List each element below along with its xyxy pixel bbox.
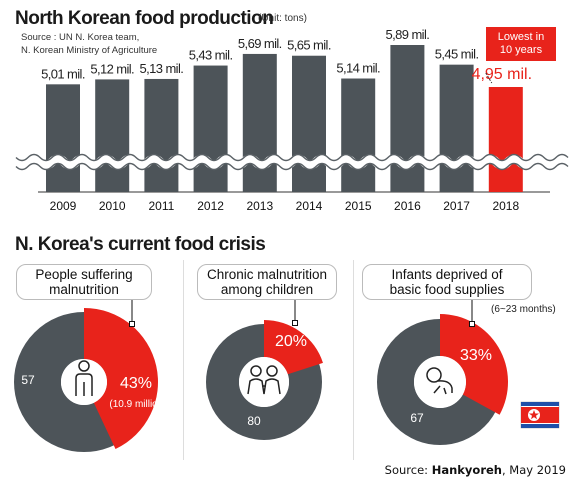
- panel-title-line-2: basic food supplies: [389, 282, 505, 297]
- value-label-2012: 5,43 mil.: [189, 48, 233, 63]
- axis-break-line-upper: [15, 153, 569, 162]
- x-tick-2010: 2010: [99, 199, 126, 213]
- bar-2014: [292, 55, 326, 192]
- chart-title: North Korean food production: [15, 8, 274, 29]
- badge-line-2: 10 years: [499, 44, 543, 56]
- donut-center: [414, 356, 466, 408]
- value-label-2014: 5,65 mil.: [287, 38, 331, 53]
- section-title: N. Korea's current food crisis: [15, 234, 266, 255]
- panel-infants: 33% 67 (6~23 months) Infants deprived of b…: [353, 260, 576, 460]
- rest-label: 80: [247, 414, 261, 428]
- bar-2018: [488, 87, 523, 192]
- percent-label: 33%: [460, 347, 492, 364]
- source-line-1: Source : UN N. Korea team,: [21, 32, 140, 43]
- panel-malnutrition: 43% (10.9 million) 57 People suffering mal…: [12, 260, 180, 460]
- age-note: (6~23 months): [491, 304, 556, 315]
- source-line-2: N. Korean Ministry of Agriculture: [21, 45, 158, 56]
- percent-label: 43%: [120, 375, 152, 392]
- icon-body: [433, 380, 453, 395]
- donut-infants: 33% 67 (6~23 months): [377, 300, 560, 445]
- lowest-badge: Lowest in 10 years: [486, 27, 556, 61]
- icon-head: [426, 367, 442, 383]
- panel-title-line-1: People suffering: [35, 267, 133, 282]
- rest-label: 57: [21, 373, 35, 387]
- donut-children: 20% 80: [206, 300, 323, 440]
- value-label-2011: 5,13 mil.: [140, 61, 184, 76]
- value-label-2010: 5,12 mil.: [90, 61, 134, 76]
- x-tick-2018: 2018: [492, 199, 519, 213]
- bar-2017: [439, 64, 474, 192]
- icon-head: [78, 360, 90, 372]
- bar-2011: [144, 78, 179, 192]
- value-label-2015: 5,14 mil.: [336, 61, 380, 76]
- rest-label: 67: [410, 411, 424, 425]
- x-tick-2017: 2017: [443, 199, 470, 213]
- north-korea-flag-icon: [520, 401, 560, 429]
- value-label-2009: 5,01 mil.: [41, 66, 85, 81]
- donut-highlight-segment: [264, 320, 323, 375]
- panel-title-line-1: Chronic malnutrition: [206, 267, 328, 282]
- infographic: North Korean food production (Unit: tons…: [2, 2, 577, 460]
- icon-head-right: [266, 365, 278, 377]
- axis-break-line-lower: [15, 162, 569, 171]
- bar-2009: [46, 84, 80, 192]
- x-tick-2015: 2015: [345, 199, 372, 213]
- x-tick-2016: 2016: [394, 199, 421, 213]
- adult-person-icon: [75, 360, 93, 396]
- flag-star: [529, 410, 539, 420]
- panel-children: 20% 80 Chronic malnutrition among childre…: [183, 260, 352, 460]
- bar-2013: [242, 53, 277, 192]
- children-icon: [247, 365, 281, 395]
- x-tick-2011: 2011: [148, 199, 174, 213]
- bar-2010: [95, 79, 130, 192]
- donut-highlight-segment: [84, 308, 158, 449]
- x-tick-2009: 2009: [50, 199, 77, 213]
- infant-icon: [426, 367, 453, 395]
- connector-pin: [469, 321, 475, 327]
- x-tick-2014: 2014: [296, 199, 323, 213]
- panel-title-line-2: malnutrition: [49, 282, 119, 297]
- percent-sub-label: (10.9 million): [109, 399, 166, 410]
- panel-title-children: Chronic malnutrition among children: [197, 264, 337, 300]
- footer-suffix: , May 2019: [501, 463, 566, 477]
- icon-head-left: [250, 365, 262, 377]
- footer-brand: Hankyoreh: [431, 463, 502, 477]
- unit-label: (Unit: tons): [258, 13, 307, 24]
- connector-pin: [129, 321, 135, 327]
- footer-source: Source: Hankyoreh, May 2019: [385, 463, 566, 477]
- value-label-2017: 5,45 mil.: [435, 47, 479, 62]
- axis-break-band: [12, 154, 572, 170]
- panel-title-infants: Infants deprived of basic food supplies: [362, 264, 532, 300]
- value-label-2013: 5,69 mil.: [238, 36, 282, 51]
- donut-malnutrition: 43% (10.9 million) 57: [14, 300, 167, 452]
- percent-label: 20%: [275, 333, 307, 350]
- icon-bodies: [247, 378, 281, 395]
- highlight-pointer: [485, 72, 493, 84]
- value-label-2016: 5,89 mil.: [386, 27, 430, 42]
- bar-chart: 5,01 mil. 2009 5,12 mil. 2010 5,13 mil. 2011 5…: [12, 27, 572, 213]
- badge-line-1: Lowest in: [497, 31, 545, 43]
- panel-title-malnutrition: People suffering malnutrition: [16, 264, 152, 300]
- donut-highlight-segment: [440, 314, 508, 415]
- flag-stripe-bottom: [521, 424, 559, 428]
- value-label-2018: 4,95 mil.: [472, 66, 532, 83]
- x-tick-2013: 2013: [246, 199, 273, 213]
- panel-title-line-2: among children: [220, 282, 314, 297]
- x-tick-2012: 2012: [197, 199, 224, 213]
- bar-2015: [341, 78, 376, 192]
- donut-center: [239, 357, 289, 407]
- panel-title-line-1: Infants deprived of: [391, 267, 503, 282]
- connector-pin: [292, 320, 298, 326]
- footer-prefix: Source:: [384, 463, 432, 477]
- bar-2012: [193, 65, 228, 192]
- icon-body: [75, 373, 93, 396]
- flag-stripe-top: [521, 402, 559, 406]
